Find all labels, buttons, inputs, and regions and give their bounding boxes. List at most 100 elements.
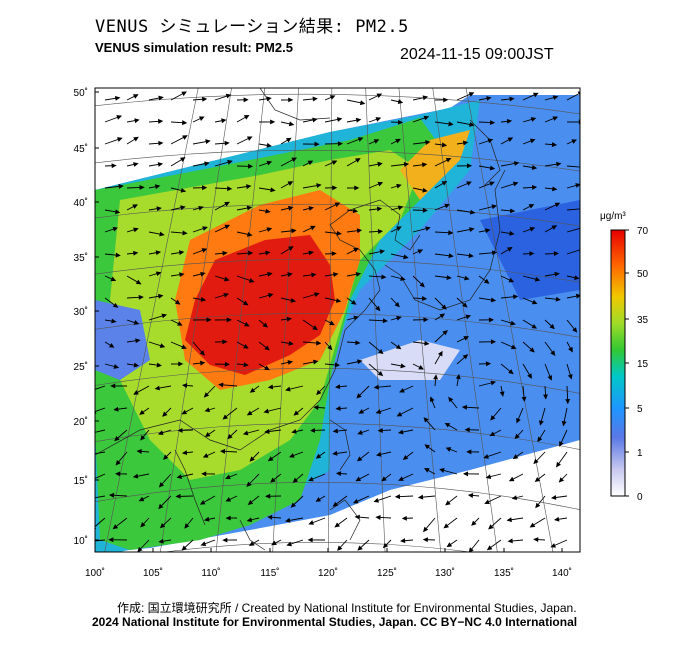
wind-arrow-head bbox=[359, 100, 366, 106]
wind-arrow-head bbox=[262, 322, 268, 328]
wind-arrow-head bbox=[181, 344, 187, 349]
wind-arrow-head bbox=[225, 497, 232, 502]
wind-arrow-head bbox=[159, 231, 165, 237]
wind-arrow-head bbox=[444, 203, 450, 209]
wind-arrow-head bbox=[375, 409, 382, 414]
wind-arrow-head bbox=[140, 435, 146, 441]
wind-arrow-head bbox=[531, 323, 538, 329]
wind-arrow-head bbox=[531, 165, 538, 170]
wind-arrow-head bbox=[265, 493, 271, 499]
wind-arrow-shaft bbox=[95, 473, 106, 479]
wind-arrow-head bbox=[110, 383, 116, 389]
title-english: VENUS simulation result: PM2.5 bbox=[95, 40, 293, 55]
wind-arrow-head bbox=[376, 93, 383, 99]
wind-arrow-head bbox=[136, 449, 142, 454]
wind-arrow-head bbox=[510, 320, 516, 326]
wind-arrow-head bbox=[158, 293, 164, 299]
wind-arrow-head bbox=[575, 293, 580, 299]
wind-arrow-head bbox=[158, 538, 164, 544]
wind-arrow-head bbox=[486, 96, 492, 101]
wind-arrow-head bbox=[398, 476, 404, 481]
wind-arrow-head bbox=[561, 420, 567, 427]
wind-arrow-head bbox=[507, 247, 513, 252]
wind-arrow-head bbox=[551, 225, 558, 230]
wind-arrow-head bbox=[266, 227, 273, 232]
wind-arrow-head bbox=[313, 405, 319, 410]
wind-arrow-head bbox=[199, 499, 206, 505]
wind-arrow-head bbox=[464, 427, 470, 433]
wind-arrow-head bbox=[556, 161, 562, 167]
wind-arrow-head bbox=[381, 274, 387, 280]
wind-arrow-head bbox=[488, 524, 494, 530]
wind-arrow-head bbox=[335, 298, 342, 303]
wind-arrow-head bbox=[337, 545, 343, 551]
wind-arrow-head bbox=[489, 120, 496, 126]
wind-arrow-head bbox=[399, 388, 405, 393]
wind-arrow-head bbox=[178, 250, 185, 256]
wind-arrow-head bbox=[547, 375, 553, 381]
wind-arrow-head bbox=[568, 346, 573, 353]
wind-arrow-head bbox=[162, 411, 168, 417]
wind-arrow-head bbox=[247, 250, 254, 256]
wind-arrow-head bbox=[552, 95, 559, 101]
wind-arrow-head bbox=[137, 546, 143, 552]
latitude-line bbox=[95, 149, 580, 172]
wind-arrow-head bbox=[202, 185, 208, 191]
wind-arrow-head bbox=[118, 183, 124, 189]
wind-arrow-head bbox=[397, 119, 404, 125]
wind-arrow-head bbox=[115, 252, 121, 258]
wind-arrow-head bbox=[375, 305, 381, 312]
wind-arrow-head bbox=[555, 461, 561, 468]
map-frame bbox=[94, 87, 581, 553]
wind-arrow-head bbox=[243, 343, 249, 349]
wind-arrow-head bbox=[466, 163, 473, 169]
wind-arrow-head bbox=[219, 448, 226, 454]
wind-arrow-head bbox=[243, 97, 249, 103]
wind-arrow-head bbox=[270, 119, 276, 125]
wind-arrow-head bbox=[552, 186, 558, 192]
wind-arrow-head bbox=[221, 118, 227, 124]
wind-arrow-head bbox=[574, 275, 580, 281]
lon-tick-label: 120˚ bbox=[318, 567, 338, 579]
wind-arrow-head bbox=[352, 498, 359, 504]
wind-arrow-head bbox=[248, 278, 255, 283]
wind-arrow-head bbox=[356, 393, 362, 399]
wind-arrow-head bbox=[483, 278, 490, 284]
wind-arrow-head bbox=[491, 250, 498, 256]
wind-arrow-head bbox=[267, 456, 274, 462]
wind-arrow-head bbox=[246, 517, 253, 523]
wind-arrow-head bbox=[572, 327, 578, 333]
wind-arrow-head bbox=[442, 329, 448, 336]
wind-arrow-head bbox=[88, 431, 92, 434]
wind-arrow-head bbox=[527, 373, 532, 379]
wind-arrow-head bbox=[156, 362, 162, 368]
wind-arrow-head bbox=[355, 158, 361, 163]
wind-arrow-head bbox=[267, 384, 274, 390]
wind-arrow-head bbox=[133, 362, 140, 368]
wind-arrow-head bbox=[222, 339, 228, 345]
longitude-line bbox=[398, 88, 441, 552]
latitude-line bbox=[162, 542, 473, 552]
longitude-line bbox=[465, 88, 554, 552]
wind-arrow-head bbox=[441, 180, 448, 186]
wind-arrow-head bbox=[395, 344, 402, 350]
wind-arrow-head bbox=[423, 115, 430, 121]
wind-arrow-head bbox=[529, 138, 536, 144]
wind-arrow-head bbox=[534, 276, 541, 282]
wind-arrow-head bbox=[484, 499, 490, 504]
wind-arrow-head bbox=[113, 406, 119, 412]
wind-arrow-head bbox=[332, 428, 339, 434]
lat-tick-label: 20˚ bbox=[74, 416, 88, 428]
wind-arrow-head bbox=[355, 476, 362, 482]
wind-arrow-head bbox=[225, 93, 232, 99]
wind-arrow-head bbox=[180, 205, 186, 211]
wind-arrow-head bbox=[553, 251, 560, 257]
wind-arrow-head bbox=[489, 181, 495, 187]
wind-arrow-head bbox=[267, 514, 273, 520]
wind-arrow-head bbox=[468, 547, 474, 552]
wind-arrow-head bbox=[516, 417, 521, 424]
wind-arrow-head bbox=[445, 158, 452, 163]
wind-arrow-head bbox=[114, 209, 121, 215]
wind-arrow-head bbox=[336, 117, 343, 122]
wind-arrow-head bbox=[421, 162, 428, 168]
